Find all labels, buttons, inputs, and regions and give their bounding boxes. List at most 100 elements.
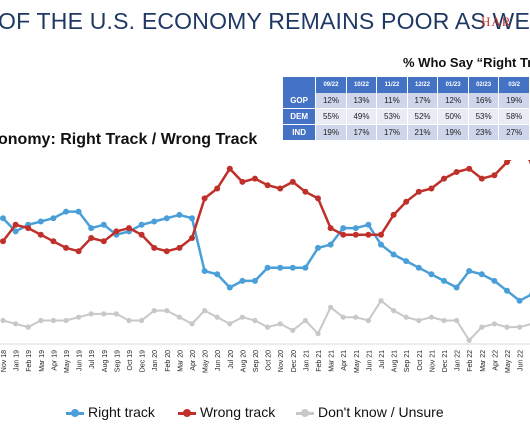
data-point-right-track bbox=[415, 264, 422, 271]
x-tick-label: Nov 21 bbox=[429, 350, 436, 372]
table-cell: 53% bbox=[377, 109, 408, 125]
data-point-right-track bbox=[390, 251, 397, 258]
data-point-right-track bbox=[189, 215, 195, 222]
data-point-don-t-know-unsure bbox=[403, 314, 409, 320]
x-tick-label: Aug 19 bbox=[102, 350, 109, 372]
x-tick-label: Oct 20 bbox=[266, 350, 273, 371]
data-point-right-track bbox=[504, 287, 510, 294]
x-tick-label: Jan 19 bbox=[14, 350, 21, 371]
data-point-right-track bbox=[163, 215, 170, 222]
data-point-wrong-track bbox=[239, 178, 246, 185]
x-tick-label: Jan 22 bbox=[455, 350, 462, 371]
legend-swatch bbox=[66, 408, 84, 417]
row-label: DEM bbox=[283, 109, 317, 125]
x-tick-label: Dec 20 bbox=[291, 350, 298, 372]
x-tick-label: May 22 bbox=[505, 350, 512, 373]
data-point-wrong-track bbox=[390, 211, 397, 218]
table-cell: 49% bbox=[346, 109, 378, 125]
data-point-wrong-track bbox=[126, 225, 132, 232]
data-point-wrong-track bbox=[88, 235, 95, 241]
x-tick-label: Jul 21 bbox=[379, 350, 386, 369]
table-row-gop: GOP 12% 13% 11% 17% 12% 16% 19% bbox=[283, 93, 530, 109]
data-point-wrong-track bbox=[176, 244, 183, 251]
data-point-right-track bbox=[352, 225, 359, 232]
x-tick-label: Apr 19 bbox=[51, 350, 58, 371]
table-cell: 19% bbox=[316, 125, 347, 141]
data-point-don-t-know-unsure bbox=[365, 317, 371, 324]
series-line-wrong-track bbox=[2, 160, 530, 253]
data-point-wrong-track bbox=[504, 160, 510, 166]
table-cell: 16% bbox=[468, 93, 500, 109]
data-point-don-t-know-unsure bbox=[202, 308, 208, 314]
data-point-don-t-know-unsure bbox=[25, 324, 31, 330]
x-tick-label: Apr 22 bbox=[492, 350, 499, 371]
table-corner-cell bbox=[283, 77, 317, 93]
data-point-right-track bbox=[365, 221, 372, 228]
data-point-don-t-know-unsure bbox=[328, 304, 334, 310]
legend-label: Wrong track bbox=[200, 404, 276, 420]
data-point-right-track bbox=[226, 284, 233, 291]
x-tick-label: Mar 22 bbox=[480, 350, 487, 372]
data-point-right-track bbox=[478, 271, 485, 278]
data-point-wrong-track bbox=[37, 231, 44, 238]
data-point-wrong-track bbox=[327, 225, 334, 232]
data-point-right-track bbox=[302, 264, 309, 271]
data-point-right-track bbox=[138, 221, 145, 228]
x-tick-label: Feb 22 bbox=[467, 350, 474, 372]
data-point-don-t-know-unsure bbox=[139, 317, 145, 324]
x-tick-label: Feb 20 bbox=[165, 350, 172, 372]
data-point-don-t-know-unsure bbox=[340, 314, 346, 320]
data-point-wrong-track bbox=[12, 221, 19, 228]
data-point-wrong-track bbox=[403, 198, 410, 205]
data-point-right-track bbox=[100, 221, 107, 228]
table-cell: 17% bbox=[346, 125, 378, 141]
data-point-right-track bbox=[441, 277, 447, 284]
table-cell: 19% bbox=[499, 93, 530, 109]
data-point-right-track bbox=[75, 208, 82, 215]
x-tick-label: Feb 21 bbox=[316, 350, 323, 372]
column-header: 02/23 bbox=[468, 77, 500, 93]
x-tick-label: Sep 20 bbox=[253, 350, 260, 372]
data-point-don-t-know-unsure bbox=[466, 337, 472, 343]
x-tick-label: Aug 20 bbox=[240, 350, 247, 372]
data-point-don-t-know-unsure bbox=[454, 317, 460, 324]
table-cell: 58% bbox=[499, 109, 530, 125]
x-tick-label: Nov 20 bbox=[278, 350, 285, 372]
data-point-don-t-know-unsure bbox=[353, 314, 359, 320]
data-point-don-t-know-unsure bbox=[239, 314, 245, 320]
data-point-don-t-know-unsure bbox=[38, 317, 44, 324]
data-point-right-track bbox=[37, 218, 44, 225]
data-point-don-t-know-unsure bbox=[479, 324, 485, 330]
data-point-right-track bbox=[63, 208, 69, 215]
x-tick-label: Aug 21 bbox=[392, 350, 399, 372]
data-point-right-track bbox=[264, 264, 271, 271]
data-point-wrong-track bbox=[50, 238, 57, 245]
data-point-right-track bbox=[340, 225, 347, 232]
data-point-don-t-know-unsure bbox=[13, 321, 19, 327]
x-tick-label: Nov 18 bbox=[1, 350, 8, 372]
data-point-wrong-track bbox=[378, 231, 384, 238]
data-point-right-track bbox=[50, 215, 57, 222]
data-point-don-t-know-unsure bbox=[151, 308, 157, 314]
legend-item-unsure: Don't know / Unsure bbox=[296, 404, 444, 420]
legend-label: Don't know / Unsure bbox=[318, 404, 444, 420]
legend-swatch bbox=[296, 408, 314, 417]
table-cell: 52% bbox=[407, 109, 439, 125]
table-cell: 53% bbox=[468, 109, 500, 125]
brand-logo-text: HAR bbox=[481, 14, 512, 29]
x-tick-label: Mar 21 bbox=[329, 350, 336, 372]
data-point-right-track bbox=[201, 268, 208, 274]
data-point-wrong-track bbox=[340, 231, 347, 238]
data-point-wrong-track bbox=[226, 165, 233, 172]
x-tick-label: Oct 21 bbox=[417, 350, 424, 371]
column-header: 01/23 bbox=[438, 77, 469, 93]
data-point-don-t-know-unsure bbox=[504, 324, 510, 330]
table-title: % Who Say “Right Tra bbox=[403, 55, 530, 70]
data-point-don-t-know-unsure bbox=[113, 311, 119, 317]
x-tick-label: Sep 19 bbox=[114, 350, 121, 372]
data-point-right-track bbox=[466, 268, 473, 274]
legend-item-wrong-track: Wrong track bbox=[178, 404, 275, 420]
data-point-wrong-track bbox=[365, 231, 372, 238]
legend-swatch bbox=[178, 408, 196, 417]
data-point-wrong-track bbox=[441, 175, 447, 182]
